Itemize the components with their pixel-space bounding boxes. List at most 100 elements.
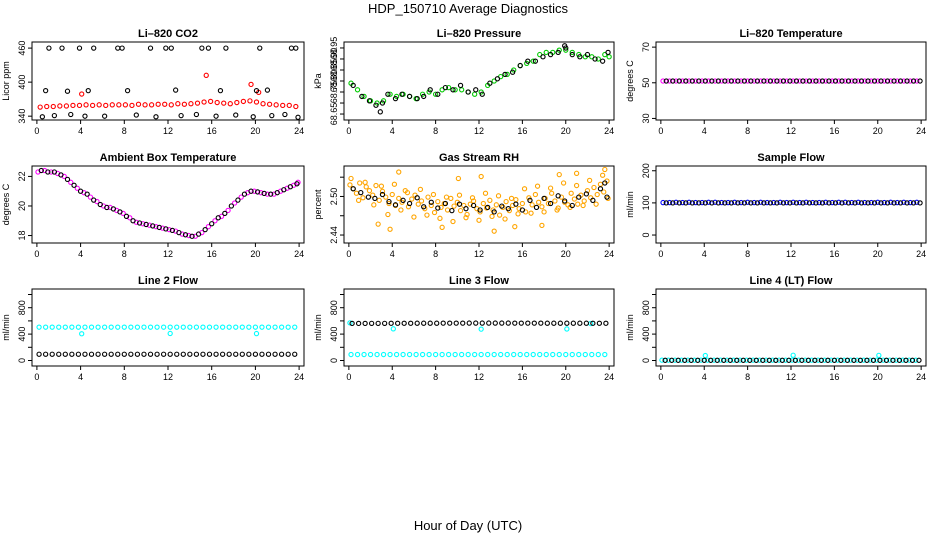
data-point	[451, 203, 457, 209]
data-point	[472, 91, 478, 97]
chart-panel-3: Li–820 Temperature degrees C 0 4 8 12 16 20 24 30…	[625, 28, 927, 136]
data-point	[180, 351, 186, 357]
data-point	[673, 78, 679, 84]
data-point	[377, 109, 383, 115]
x-tick-label: 4	[390, 372, 395, 382]
data-point	[764, 199, 770, 206]
data-point	[821, 357, 828, 363]
chart-title: Line 4 (LT) Flow	[750, 275, 833, 287]
data-point	[786, 357, 792, 363]
data-point	[900, 357, 906, 363]
data-point	[355, 197, 362, 203]
data-point	[287, 184, 294, 190]
data-point	[264, 191, 271, 197]
y-axis-label: ml/min	[1, 314, 11, 341]
data-point	[432, 91, 439, 97]
data-point	[894, 199, 900, 206]
data-point	[692, 199, 699, 206]
data-point	[104, 204, 110, 211]
data-point	[595, 351, 601, 358]
data-point	[260, 101, 266, 107]
data-point	[233, 324, 239, 330]
data-point	[865, 78, 871, 84]
data-point	[380, 351, 387, 358]
data-point	[361, 351, 367, 358]
series-1	[36, 324, 298, 337]
data-point	[808, 357, 815, 363]
data-point	[831, 357, 838, 363]
data-point	[361, 93, 367, 100]
data-point	[549, 190, 555, 196]
x-tick-label: 4	[702, 372, 707, 382]
x-tick-label: 16	[517, 126, 527, 136]
data-point	[907, 199, 913, 206]
data-point	[593, 201, 599, 207]
data-point	[443, 194, 450, 200]
data-point	[455, 175, 462, 182]
data-point	[400, 351, 406, 358]
data-point	[862, 78, 868, 84]
data-point	[743, 357, 750, 363]
data-point	[148, 102, 155, 108]
data-point	[855, 78, 861, 84]
data-point	[241, 191, 248, 197]
data-point	[867, 357, 873, 363]
data-point	[764, 78, 770, 84]
x-tick-label: 16	[829, 372, 839, 382]
data-point	[591, 184, 597, 191]
data-point	[800, 200, 806, 206]
data-point	[395, 320, 401, 326]
data-point	[268, 191, 274, 197]
data-point	[252, 324, 259, 330]
data-point	[780, 200, 787, 206]
data-point	[108, 324, 114, 330]
data-point	[36, 351, 42, 357]
data-point	[806, 78, 813, 84]
data-point	[813, 200, 819, 206]
data-point	[858, 78, 865, 84]
data-point	[409, 196, 415, 202]
data-point	[505, 320, 511, 326]
data-point	[82, 324, 88, 330]
data-point	[825, 357, 831, 363]
data-point	[79, 331, 85, 337]
data-point	[751, 78, 757, 84]
data-point	[453, 320, 459, 326]
data-point	[160, 351, 167, 357]
data-point	[777, 199, 783, 205]
data-point	[103, 102, 109, 109]
data-point	[847, 357, 854, 363]
data-point	[91, 45, 97, 51]
data-point	[862, 199, 868, 206]
data-point	[438, 204, 444, 211]
data-point	[246, 324, 252, 330]
data-point	[556, 171, 562, 178]
data-point	[147, 45, 154, 51]
data-point	[601, 189, 607, 195]
x-tick-label: 20	[250, 126, 260, 136]
data-point	[761, 200, 767, 206]
data-point	[594, 191, 600, 198]
data-point	[278, 351, 285, 357]
data-point	[355, 320, 362, 327]
data-point	[747, 357, 753, 363]
data-point	[199, 45, 205, 51]
data-point	[247, 98, 253, 104]
data-point	[519, 207, 526, 213]
data-point	[354, 351, 361, 358]
data-point	[806, 200, 813, 206]
data-point	[347, 320, 353, 326]
data-point	[159, 225, 166, 231]
data-point	[702, 200, 708, 206]
x-tick-label: 4	[78, 372, 83, 382]
data-point	[562, 198, 568, 204]
y-axis-label: ml/min	[313, 314, 323, 341]
data-point	[868, 78, 874, 84]
data-point	[406, 93, 413, 100]
data-point	[253, 87, 260, 94]
data-point	[392, 95, 399, 102]
data-point	[156, 224, 162, 231]
data-point	[293, 45, 299, 51]
series-1	[660, 199, 920, 206]
x-tick-label: 8	[433, 372, 438, 382]
